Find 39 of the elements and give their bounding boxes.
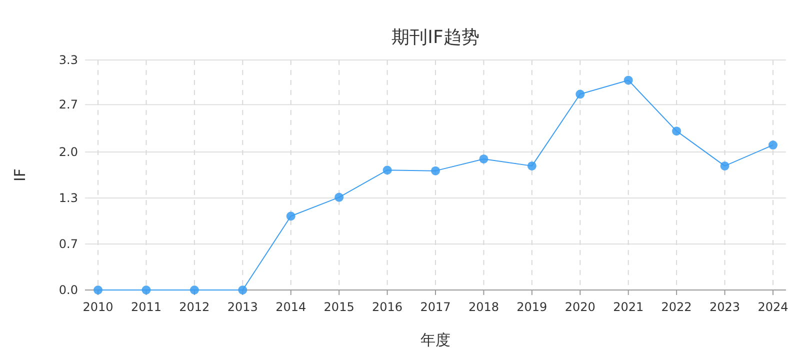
y-tick-label: 2.7 (58, 98, 78, 112)
point (286, 212, 296, 221)
chart-title: 期刊IF趋势 (392, 27, 480, 48)
point (382, 166, 392, 175)
y-tick-label: 1.3 (58, 191, 78, 205)
point (190, 286, 199, 294)
x-tick-label: 2024 (758, 300, 788, 314)
x-tick-label: 2021 (613, 300, 644, 314)
x-tick-label: 2022 (661, 300, 692, 314)
x-tick-label: 2018 (468, 300, 499, 314)
x-tick-label: 2010 (82, 300, 114, 314)
x-tick-label: 2014 (276, 300, 306, 314)
y-axis-title: IF (11, 168, 29, 182)
x-tick-label: 2017 (420, 300, 451, 314)
y-tick-label: 2.0 (58, 145, 78, 159)
x-tick-label: 2020 (564, 300, 596, 314)
point (576, 90, 585, 99)
point (720, 161, 730, 170)
point (238, 286, 248, 294)
x-axis-title: 年度 (420, 331, 450, 349)
y-tick-label: 3.3 (58, 53, 78, 67)
x-tick-label: 2013 (227, 300, 258, 314)
point (431, 166, 440, 176)
point (479, 154, 488, 164)
point (94, 286, 103, 294)
point (334, 192, 344, 202)
point (142, 286, 151, 294)
x-tick-label: 2011 (130, 300, 162, 314)
point (768, 140, 778, 150)
point (672, 126, 682, 136)
y-tick-label: 0.0 (58, 283, 78, 297)
point (527, 161, 536, 170)
x-tick-label: 2023 (710, 300, 740, 314)
x-tick-label: 2012 (179, 300, 210, 314)
point (624, 76, 633, 85)
x-tick-label: 2016 (372, 300, 403, 314)
x-tick-label: 2019 (516, 300, 548, 314)
y-tick-label: 0.7 (58, 237, 78, 251)
x-tick-label: 2015 (324, 300, 354, 314)
